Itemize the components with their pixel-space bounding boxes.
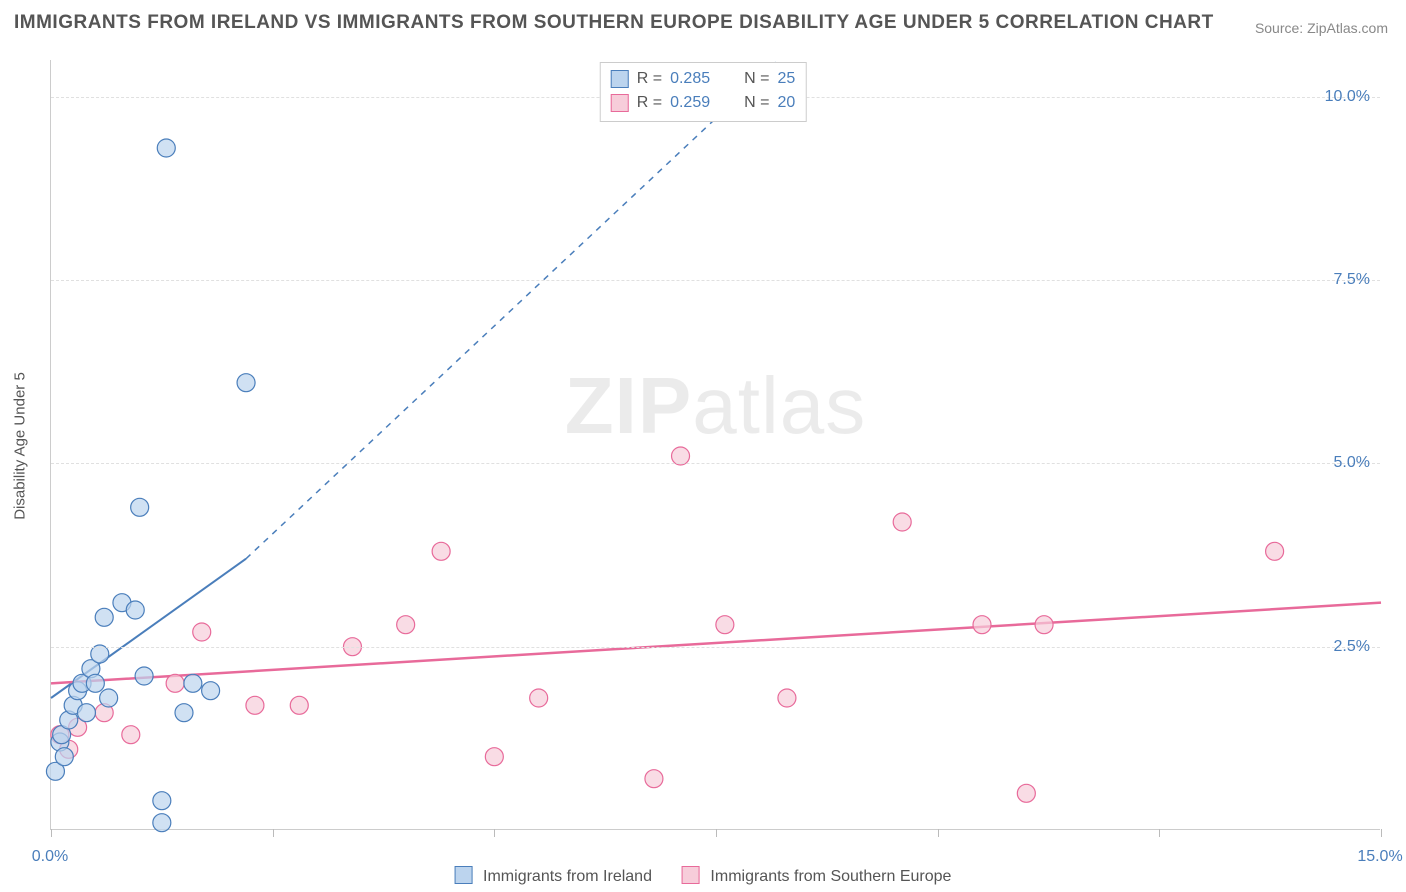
legend-label-1: Immigrants from Southern Europe bbox=[710, 868, 951, 885]
scatter-point bbox=[100, 689, 118, 707]
y-tick-label: 2.5% bbox=[1334, 638, 1370, 656]
scatter-point bbox=[193, 623, 211, 641]
scatter-point bbox=[778, 689, 796, 707]
x-tick-label: 0.0% bbox=[32, 848, 68, 866]
scatter-point bbox=[86, 674, 104, 692]
legend-swatch-series-1 bbox=[611, 94, 629, 112]
chart-svg bbox=[51, 60, 1380, 829]
x-tick bbox=[1159, 829, 1160, 837]
scatter-point bbox=[530, 689, 548, 707]
scatter-point bbox=[166, 674, 184, 692]
scatter-point bbox=[135, 667, 153, 685]
gridline-h bbox=[51, 280, 1380, 281]
scatter-point bbox=[485, 748, 503, 766]
legend-swatch-series-0 bbox=[611, 70, 629, 88]
scatter-plot-area: ZIPatlas bbox=[50, 60, 1380, 830]
y-tick-label: 5.0% bbox=[1334, 454, 1370, 472]
legend-label-0: Immigrants from Ireland bbox=[483, 868, 652, 885]
legend-bottom: Immigrants from Ireland Immigrants from … bbox=[455, 866, 952, 886]
scatter-point bbox=[126, 601, 144, 619]
x-tick bbox=[938, 829, 939, 837]
x-tick bbox=[716, 829, 717, 837]
scatter-point bbox=[246, 696, 264, 714]
scatter-point bbox=[893, 513, 911, 531]
legend-r-prefix: R = bbox=[637, 91, 662, 115]
scatter-point bbox=[184, 674, 202, 692]
scatter-point bbox=[202, 682, 220, 700]
legend-swatch-series-0 bbox=[455, 866, 473, 884]
scatter-point bbox=[432, 542, 450, 560]
scatter-point bbox=[237, 374, 255, 392]
scatter-point bbox=[91, 645, 109, 663]
legend-n-value-1: 20 bbox=[777, 91, 795, 115]
gridline-h bbox=[51, 463, 1380, 464]
x-tick bbox=[273, 829, 274, 837]
gridline-h bbox=[51, 647, 1380, 648]
legend-stats-box: R = 0.285 N = 25 R = 0.259 N = 20 bbox=[600, 62, 807, 122]
scatter-point bbox=[157, 139, 175, 157]
x-tick bbox=[51, 829, 52, 837]
scatter-point bbox=[122, 726, 140, 744]
legend-r-value-0: 0.285 bbox=[670, 67, 710, 91]
y-tick-label: 10.0% bbox=[1325, 88, 1370, 106]
scatter-point bbox=[1266, 542, 1284, 560]
scatter-point bbox=[1017, 784, 1035, 802]
y-tick-label: 7.5% bbox=[1334, 271, 1370, 289]
legend-stats-row: R = 0.285 N = 25 bbox=[611, 67, 796, 91]
y-axis-label: Disability Age Under 5 bbox=[12, 372, 29, 520]
x-tick bbox=[1381, 829, 1382, 837]
x-tick-label: 15.0% bbox=[1357, 848, 1402, 866]
scatter-point bbox=[645, 770, 663, 788]
legend-r-value-1: 0.259 bbox=[670, 91, 710, 115]
scatter-point bbox=[716, 616, 734, 634]
legend-r-prefix: R = bbox=[637, 67, 662, 91]
chart-title: IMMIGRANTS FROM IRELAND VS IMMIGRANTS FR… bbox=[14, 12, 1214, 34]
scatter-point bbox=[290, 696, 308, 714]
legend-item: Immigrants from Ireland bbox=[455, 866, 652, 886]
scatter-point bbox=[131, 498, 149, 516]
legend-stats-row: R = 0.259 N = 20 bbox=[611, 91, 796, 115]
scatter-point bbox=[95, 608, 113, 626]
legend-n-prefix: N = bbox=[744, 91, 769, 115]
scatter-point bbox=[153, 792, 171, 810]
scatter-point bbox=[55, 748, 73, 766]
scatter-point bbox=[175, 704, 193, 722]
source-label: Source: ZipAtlas.com bbox=[1255, 20, 1388, 36]
legend-n-prefix: N = bbox=[744, 67, 769, 91]
scatter-point bbox=[672, 447, 690, 465]
scatter-point bbox=[77, 704, 95, 722]
trend-line-solid bbox=[51, 603, 1381, 684]
x-tick bbox=[494, 829, 495, 837]
legend-swatch-series-1 bbox=[682, 866, 700, 884]
scatter-point bbox=[153, 814, 171, 832]
legend-n-value-0: 25 bbox=[777, 67, 795, 91]
scatter-point bbox=[973, 616, 991, 634]
trend-line-dashed bbox=[246, 60, 778, 559]
legend-item: Immigrants from Southern Europe bbox=[682, 866, 951, 886]
scatter-point bbox=[1035, 616, 1053, 634]
scatter-point bbox=[397, 616, 415, 634]
